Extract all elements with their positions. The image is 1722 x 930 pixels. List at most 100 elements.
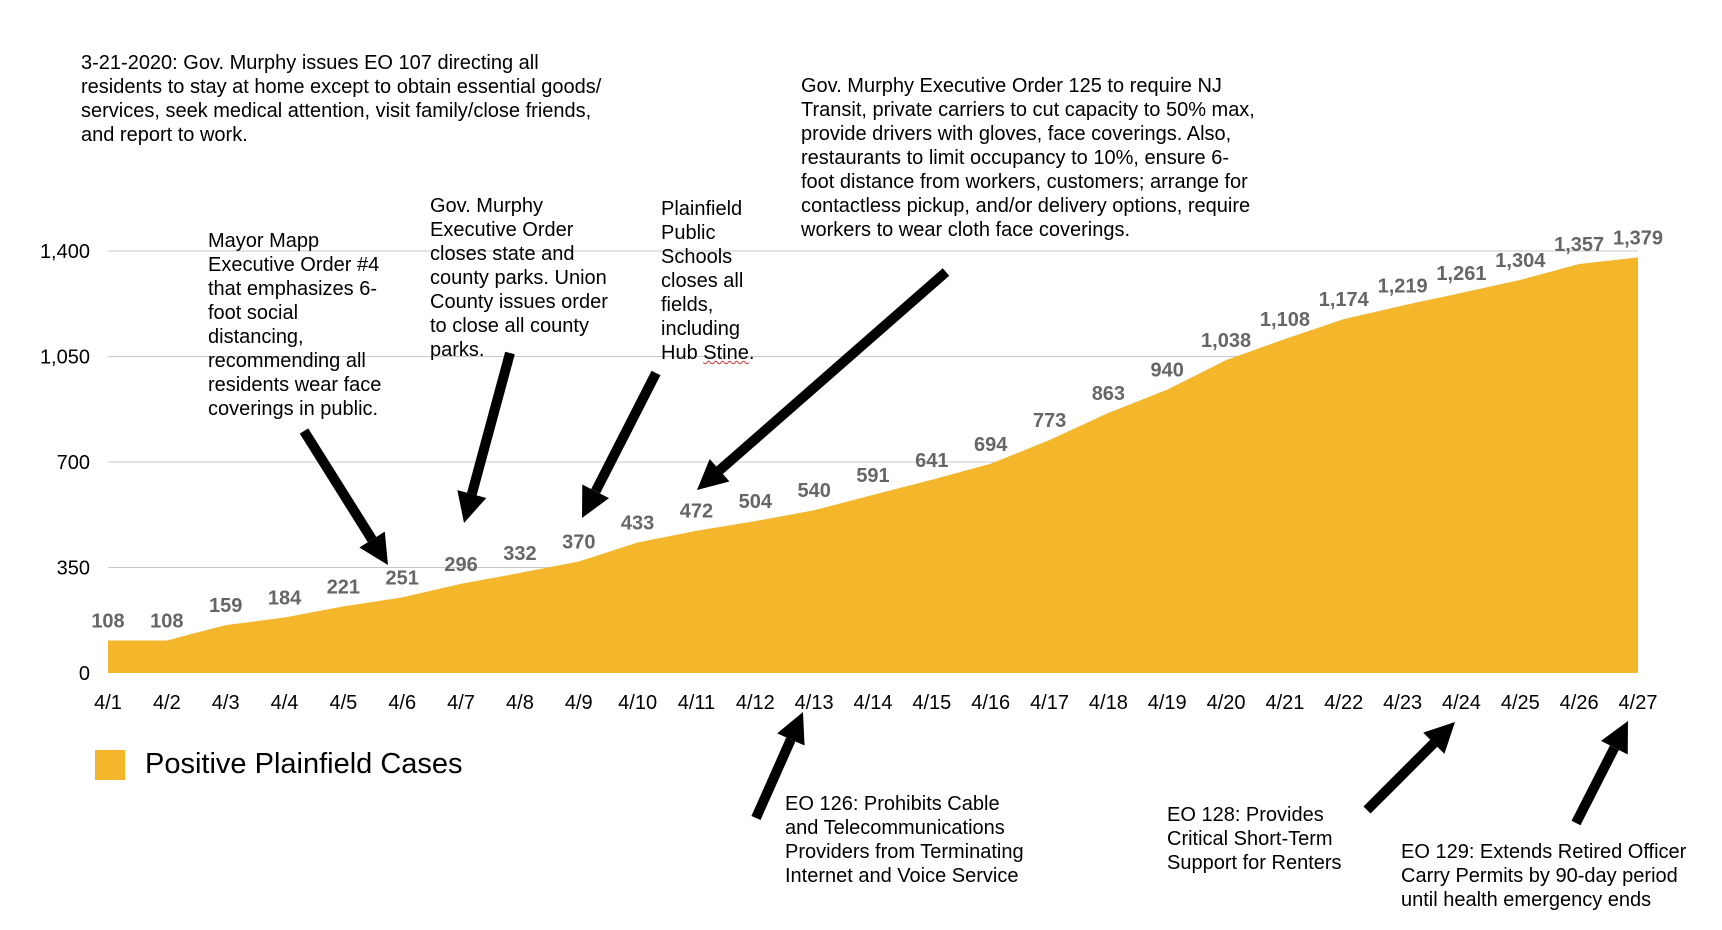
x-tick-label: 4/4 — [271, 692, 299, 714]
annotation-arrows — [299, 268, 1628, 826]
arrow-eo125 — [697, 268, 950, 490]
data-label: 251 — [386, 567, 419, 589]
data-label: 184 — [268, 588, 302, 610]
x-tick-label: 4/7 — [447, 692, 475, 714]
y-tick-label: 1,050 — [40, 347, 90, 369]
data-label: 1,261 — [1436, 263, 1486, 285]
arrow-head — [1423, 722, 1455, 754]
arrow-eo126 — [751, 712, 805, 821]
x-tick-label: 4/5 — [329, 692, 357, 714]
x-tick-label: 4/20 — [1207, 692, 1246, 714]
x-tick-label: 4/9 — [565, 692, 593, 714]
area-series — [108, 257, 1638, 673]
note-pps-fields-end: . — [748, 342, 755, 364]
data-label: 1,379 — [1613, 227, 1663, 249]
note-eo125: Gov. Murphy Executive Order 125 to requi… — [801, 75, 1255, 241]
arrow-shaft — [467, 351, 515, 496]
note-mayor-mapp-eo4: Mayor Mapp Executive Order #4 that empha… — [208, 230, 382, 420]
arrow-eo128 — [1363, 722, 1455, 814]
note-eo128: EO 128: Provides Critical Short-Term Sup… — [1167, 804, 1342, 874]
arrow-head — [697, 458, 730, 490]
x-tick-label: 4/26 — [1560, 692, 1599, 714]
data-label: 940 — [1151, 360, 1184, 382]
data-label: 159 — [209, 595, 242, 617]
arrow-shaft — [751, 737, 796, 821]
x-tick-label: 4/16 — [971, 692, 1010, 714]
x-tick-label: 4/10 — [618, 692, 657, 714]
x-tick-label: 4/23 — [1383, 692, 1422, 714]
data-label: 641 — [915, 450, 948, 472]
x-tick-label: 4/18 — [1089, 692, 1128, 714]
y-axis: 0 350 700 1,050 1,400 — [40, 241, 90, 685]
arrow-head — [582, 484, 609, 518]
x-tick-label: 4/24 — [1442, 692, 1481, 714]
data-label: 540 — [797, 480, 830, 502]
y-tick-label: 0 — [79, 663, 90, 685]
data-label: 591 — [856, 465, 889, 487]
x-axis: 4/1 4/2 4/3 4/4 4/5 4/6 4/7 4/8 4/9 4/10 4/11 4/12 4… — [94, 692, 1657, 714]
data-label: 296 — [444, 554, 477, 576]
data-label: 472 — [680, 501, 713, 523]
data-label: 221 — [327, 576, 360, 598]
data-label: 108 — [150, 610, 183, 632]
data-label: 1,174 — [1319, 289, 1370, 311]
x-tick-label: 4/27 — [1619, 692, 1658, 714]
x-tick-label: 4/15 — [912, 692, 951, 714]
x-tick-label: 4/22 — [1324, 692, 1363, 714]
legend: Positive Plainfield Cases — [95, 748, 463, 781]
note-pps-fields: Plainfield Public Schools closes all fie… — [661, 197, 754, 365]
data-label: 1,357 — [1554, 234, 1604, 256]
data-label: 433 — [621, 512, 654, 534]
data-label: 504 — [739, 491, 773, 513]
note-eo126: EO 126: Prohibits Cable and Telecommunic… — [785, 793, 1024, 887]
note-eo107: 3-21-2020: Gov. Murphy issues EO 107 dir… — [81, 52, 602, 146]
x-tick-label: 4/12 — [736, 692, 775, 714]
x-tick-label: 4/25 — [1501, 692, 1540, 714]
x-tick-label: 4/14 — [854, 692, 893, 714]
x-tick-label: 4/21 — [1265, 692, 1304, 714]
data-label: 1,108 — [1260, 309, 1310, 331]
y-tick-label: 350 — [57, 558, 90, 580]
arrow-mapp-eo4 — [299, 428, 388, 565]
arrow-head — [777, 712, 805, 746]
arrow-shaft — [1363, 739, 1438, 814]
x-tick-label: 4/19 — [1148, 692, 1187, 714]
note-pps-fields-underlined: Stine — [703, 342, 749, 364]
note-pps-fields-text: Plainfield Public Schools closes all fie… — [661, 198, 744, 364]
data-label: 694 — [974, 434, 1008, 456]
x-tick-label: 4/17 — [1030, 692, 1069, 714]
x-tick-label: 4/6 — [388, 692, 416, 714]
arrow-head — [1601, 721, 1628, 755]
data-label: 1,219 — [1378, 276, 1428, 298]
data-label: 1,038 — [1201, 330, 1251, 352]
arrow-eo129 — [1571, 721, 1628, 826]
legend-label: Positive Plainfield Cases — [145, 748, 463, 780]
arrow-shaft — [299, 428, 377, 543]
x-tick-label: 4/8 — [506, 692, 534, 714]
data-label: 370 — [562, 531, 595, 553]
x-tick-label: 4/11 — [678, 692, 715, 714]
data-label: 863 — [1092, 383, 1125, 405]
data-label: 773 — [1033, 410, 1066, 432]
arrow-head — [359, 531, 388, 565]
x-tick-label: 4/2 — [153, 692, 181, 714]
arrow-shaft — [716, 268, 950, 475]
data-label: 332 — [503, 543, 536, 565]
data-label: 1,304 — [1495, 250, 1546, 272]
x-tick-label: 4/1 — [94, 692, 122, 714]
area-fill — [108, 257, 1638, 673]
arrow-murphy-parks — [457, 351, 515, 523]
note-murphy-parks: Gov. Murphy Executive Order closes state… — [430, 195, 608, 361]
x-tick-label: 4/3 — [212, 692, 240, 714]
data-labels: 108 108 159 184 221 251 296 332 370 433 472 504 540 5… — [91, 227, 1663, 632]
data-label: 108 — [91, 610, 124, 632]
arrow-head — [457, 490, 487, 523]
arrow-shaft — [591, 370, 661, 494]
x-tick-label: 4/13 — [795, 692, 834, 714]
note-eo129: EO 129: Extends Retired Officer Carry Pe… — [1401, 841, 1687, 911]
legend-swatch — [95, 749, 125, 780]
arrow-pps-fields — [582, 370, 661, 518]
y-tick-label: 700 — [57, 452, 90, 474]
y-tick-label: 1,400 — [40, 241, 90, 263]
